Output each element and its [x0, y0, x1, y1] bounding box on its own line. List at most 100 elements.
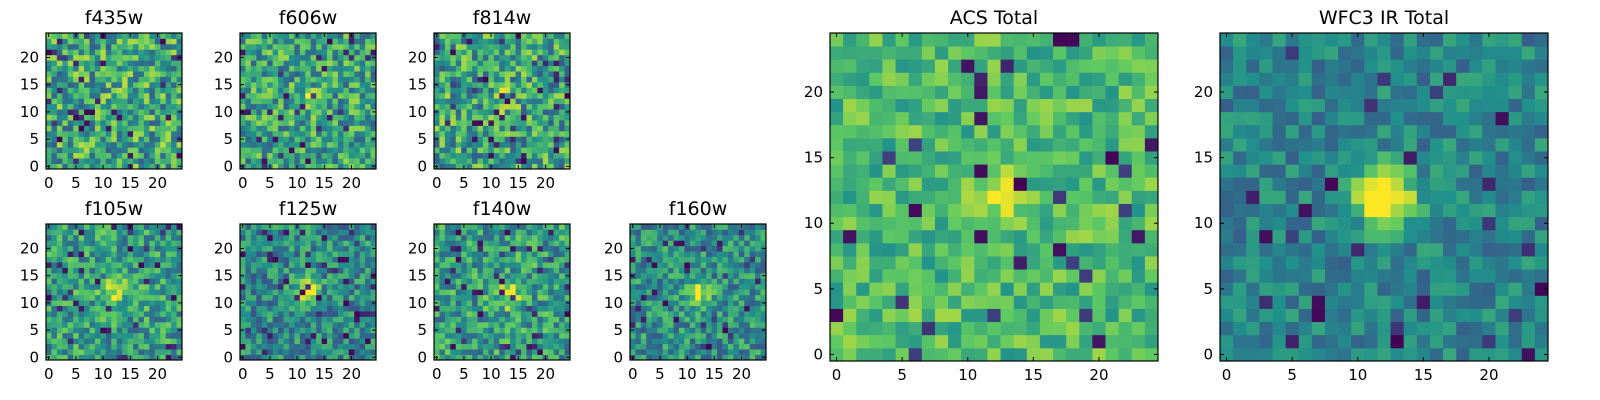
heatmap-cell [455, 120, 462, 126]
heatmap-cell [133, 262, 139, 268]
heatmap-cell [116, 130, 123, 137]
heatmap-cell [73, 229, 80, 236]
heatmap-cell [749, 316, 756, 323]
heatmap-cell [635, 256, 642, 263]
heatmap-cell [640, 272, 647, 279]
heatmap-cell [733, 234, 740, 241]
heatmap-cell [1026, 334, 1041, 349]
heatmap-cell [434, 316, 440, 323]
heatmap-cell [908, 177, 923, 191]
heatmap-cell [526, 98, 533, 105]
heatmap-cell [482, 33, 489, 39]
heatmap-cell [133, 141, 139, 148]
heatmap-cell [444, 316, 451, 323]
heatmap-cell [348, 76, 355, 83]
heatmap-cell [261, 65, 268, 72]
heatmap-cell [116, 49, 123, 56]
heatmap-cell [1053, 256, 1067, 270]
heatmap-cell [67, 234, 74, 241]
heatmap-cell [245, 343, 252, 350]
heatmap-cell [56, 338, 63, 345]
heatmap-cell [154, 251, 161, 258]
heatmap-cell [461, 343, 468, 350]
heatmap-cell [706, 354, 712, 361]
heatmap-cell [1092, 203, 1106, 218]
heatmap-cell [62, 272, 69, 279]
heatmap-cell [305, 43, 312, 50]
heatmap-cell [1026, 308, 1041, 323]
heatmap-cell [695, 311, 702, 317]
heatmap-cell [499, 43, 506, 50]
heatmap-cell [154, 54, 161, 61]
heatmap-cell [165, 283, 172, 290]
heatmap-cell [515, 87, 522, 94]
heatmap-cell [717, 327, 723, 334]
heatmap-cell [504, 327, 511, 334]
heatmap-cell [668, 234, 674, 241]
heatmap-cell [256, 300, 263, 306]
heatmap-cell [73, 300, 80, 306]
heatmap-cell [160, 33, 167, 39]
heatmap-cell [316, 141, 322, 148]
heatmap-cell [165, 316, 172, 323]
heatmap-cell [176, 87, 183, 94]
heatmap-cell [149, 125, 156, 132]
heatmap-cell [477, 316, 484, 323]
heatmap-cell [548, 163, 555, 170]
heatmap-cell [548, 343, 555, 350]
heatmap-cell [722, 289, 729, 296]
heatmap-cell [921, 164, 936, 178]
heatmap-cell [450, 316, 457, 323]
heatmap-cell [288, 240, 295, 247]
heatmap-cell [1144, 269, 1159, 283]
heatmap-cell [695, 338, 702, 345]
heatmap-cell [337, 114, 344, 121]
heatmap-cell [359, 354, 366, 361]
heatmap-cell [245, 321, 252, 328]
heatmap-cell [657, 272, 664, 279]
heatmap-cell [154, 147, 161, 154]
panel-title: f814w [473, 7, 532, 29]
heatmap-cell [105, 256, 112, 263]
heatmap-cell [133, 54, 139, 61]
heatmap-cell [143, 327, 150, 334]
heatmap-cell [245, 234, 252, 241]
heatmap-cell [105, 224, 112, 230]
heatmap-cell [477, 130, 484, 137]
heatmap-cell [256, 141, 263, 148]
heatmap-cell [299, 294, 306, 301]
heatmap-cell [154, 311, 161, 317]
heatmap-cell [450, 267, 457, 274]
heatmap-cell [305, 283, 312, 290]
heatmap-cell [974, 295, 988, 309]
heatmap-cell [105, 87, 112, 94]
heatmap-cell [116, 71, 123, 77]
heatmap-cell [961, 295, 975, 309]
heatmap-cell [143, 71, 150, 77]
heatmap-cell [348, 251, 355, 258]
heatmap-cell [299, 267, 306, 274]
heatmap-cell [365, 305, 371, 312]
heatmap-cell [67, 60, 74, 67]
heatmap-cell [245, 256, 252, 263]
heatmap-cell [143, 60, 150, 67]
heatmap-cell [171, 141, 177, 148]
heatmap-cell [553, 229, 560, 236]
heatmap-cell [882, 229, 896, 244]
heatmap-cell [288, 289, 295, 296]
heatmap-cell [245, 43, 252, 50]
heatmap-cell [138, 98, 145, 105]
heatmap-cell [553, 71, 560, 77]
heatmap-cell [327, 152, 333, 159]
heatmap-cell [354, 98, 361, 105]
heatmap-cell [987, 334, 1001, 349]
heatmap-cell [337, 152, 344, 159]
heatmap-cell [651, 272, 658, 279]
heatmap-cell [149, 256, 156, 263]
heatmap-cell [515, 327, 522, 334]
heatmap-cell [439, 349, 446, 355]
heatmap-cell [359, 256, 366, 263]
heatmap-cell [553, 311, 560, 317]
heatmap-cell [171, 158, 177, 164]
heatmap-cell [78, 311, 85, 317]
